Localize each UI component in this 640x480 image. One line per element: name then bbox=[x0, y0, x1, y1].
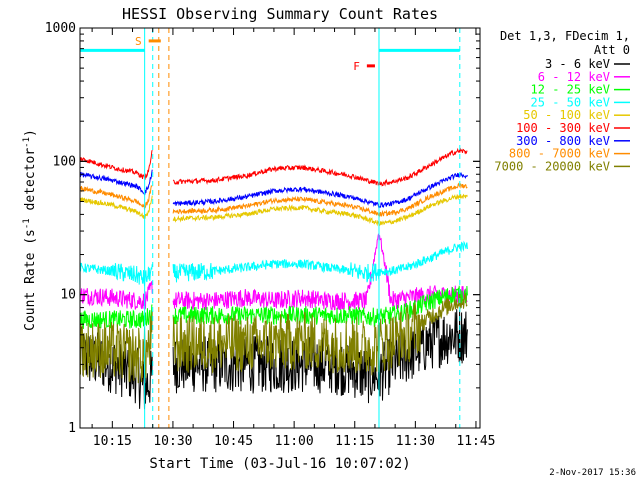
y-axis-label-mid: detector bbox=[23, 148, 38, 219]
x-tick-label: 11:30 bbox=[396, 434, 435, 449]
legend-label-7: 800 - 7000 keV bbox=[509, 147, 610, 161]
y-axis-label-sup2: -1 bbox=[22, 137, 32, 148]
y-tick-label: 1 bbox=[68, 421, 76, 436]
chart-title: HESSI Observing Summary Count Rates bbox=[122, 5, 438, 23]
series-line-3 bbox=[172, 240, 468, 283]
series-line-3 bbox=[79, 262, 153, 287]
series-line-8 bbox=[172, 291, 468, 376]
y-tick-label: 1000 bbox=[45, 21, 76, 36]
x-tick-label: 11:15 bbox=[335, 434, 374, 449]
legend-label-8: 7000 - 20000 keV bbox=[494, 159, 610, 173]
series-line-4 bbox=[79, 195, 153, 219]
legend-label-1: 6 - 12 keV bbox=[538, 70, 610, 84]
series-line-1 bbox=[172, 232, 468, 311]
series-line-6 bbox=[79, 169, 153, 196]
legend-label-4: 50 - 100 keV bbox=[523, 108, 610, 122]
plot-overlays: SF bbox=[80, 28, 461, 428]
plot-series bbox=[79, 147, 468, 410]
x-tick-label: 10:30 bbox=[153, 434, 192, 449]
plot-frame bbox=[79, 27, 481, 429]
y-axis-label-main: Count Rate (s bbox=[23, 229, 38, 331]
series-line-8 bbox=[79, 311, 153, 384]
legend-header-line1: Det 1,3, FDecim 1, bbox=[500, 29, 630, 43]
x-tick-label: 10:45 bbox=[214, 434, 253, 449]
x-axis-label: Start Time (03-Jul-16 10:07:02) bbox=[149, 456, 410, 472]
series-line-1 bbox=[79, 281, 153, 310]
legend-label-5: 100 - 300 keV bbox=[516, 121, 610, 135]
series-line-5 bbox=[79, 149, 153, 180]
legend-label-3: 25 - 50 keV bbox=[531, 95, 610, 109]
y-axis: 1 10 100 1000 bbox=[45, 21, 480, 436]
series-line-5 bbox=[172, 147, 468, 187]
x-tick-label: 11:00 bbox=[275, 434, 314, 449]
y-axis-label-sup1: -1 bbox=[22, 218, 32, 229]
x-axis: 10:15 10:30 10:45 11:00 11:15 11:30 11:45 bbox=[91, 28, 496, 449]
series-line-6 bbox=[172, 172, 468, 209]
y-axis-label: Count Rate (s-1 detector-1) bbox=[22, 129, 38, 331]
legend-label-6: 300 - 800 keV bbox=[516, 134, 610, 148]
y-tick-label: 10 bbox=[60, 288, 76, 303]
series-line-2 bbox=[79, 304, 153, 330]
y-tick-label: 100 bbox=[53, 154, 76, 169]
legend-label-2: 12 - 25 keV bbox=[531, 83, 610, 97]
flag-marker-label: F bbox=[353, 60, 360, 73]
y-axis-label-end: ) bbox=[23, 129, 38, 137]
footer-date: 2-Nov-2017 15:36 bbox=[549, 468, 636, 478]
x-tick-label: 10:15 bbox=[93, 434, 132, 449]
legend-header-line2: Att 0 bbox=[594, 43, 630, 57]
series-line-2 bbox=[172, 285, 468, 328]
series-line-7 bbox=[79, 185, 153, 210]
series-line-7 bbox=[172, 182, 468, 218]
x-tick-label: 11:45 bbox=[456, 434, 495, 449]
legend-label-0: 3 - 6 keV bbox=[545, 57, 610, 71]
flag-marker-label: S bbox=[135, 35, 142, 48]
series-line-4 bbox=[172, 193, 468, 227]
